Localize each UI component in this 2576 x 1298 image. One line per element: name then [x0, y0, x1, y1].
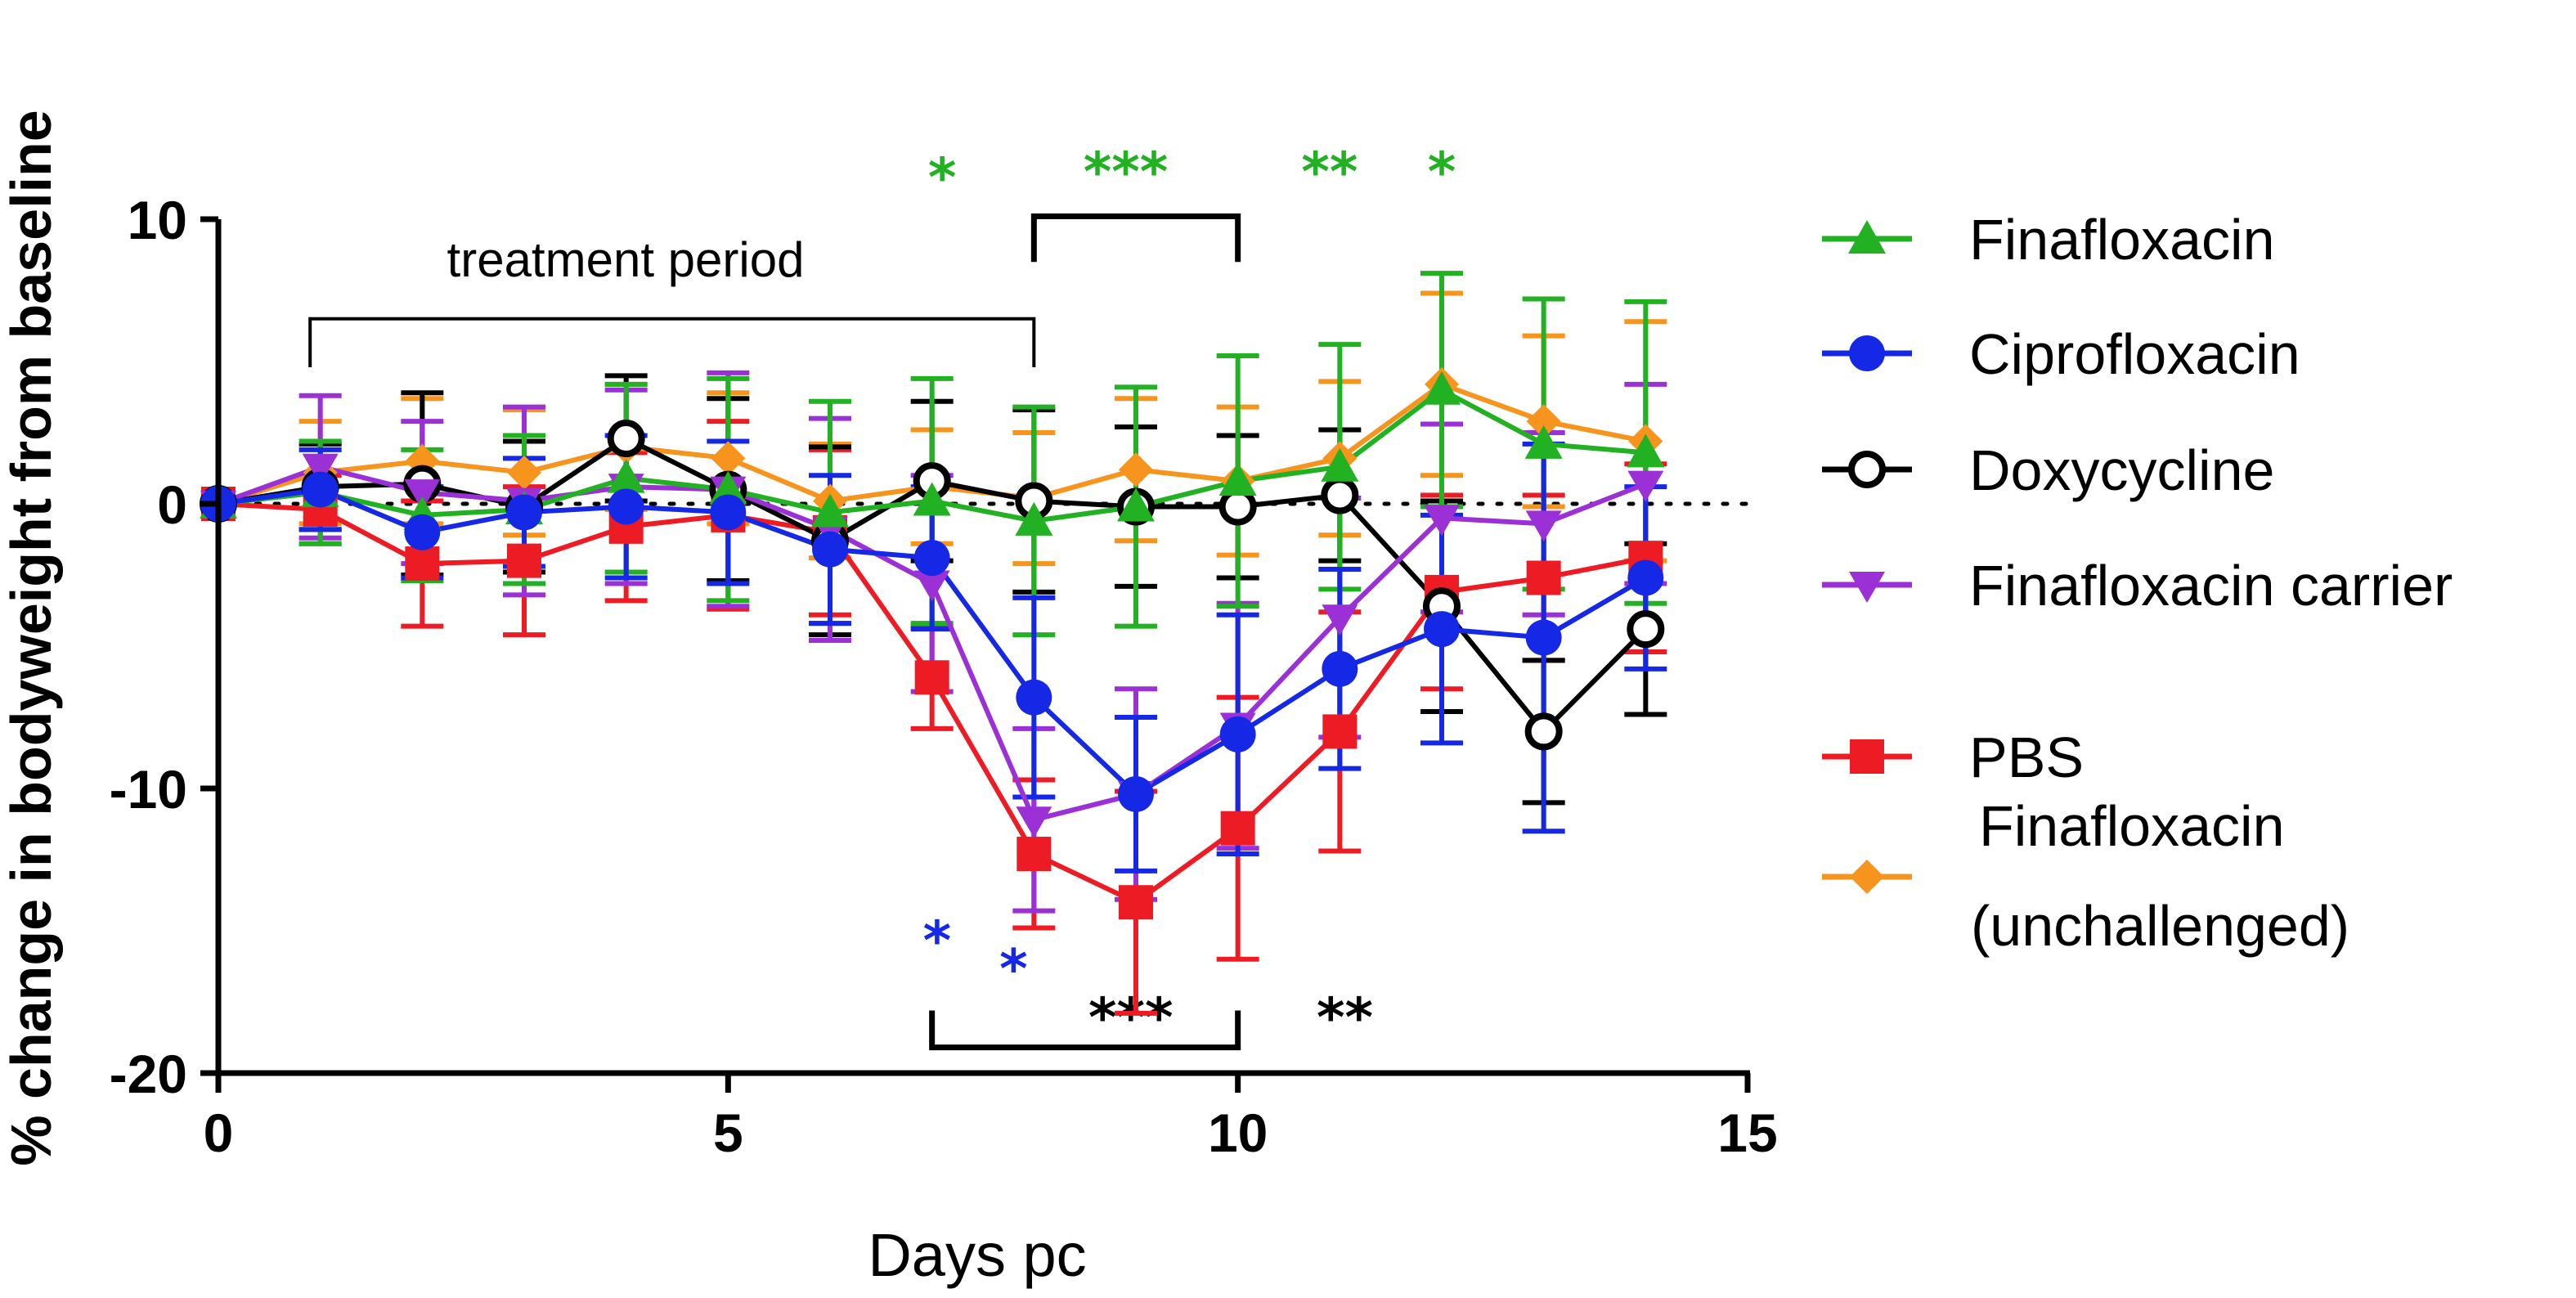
- data-point-finafloxacin: [811, 493, 849, 528]
- legend-label-finafloxacin-unchallenged-line2: (unchallenged): [1971, 894, 2349, 958]
- data-point-doxycycline: [1627, 610, 1665, 649]
- y-tick-label: -10: [110, 759, 187, 820]
- significance-marker: **: [1301, 141, 1358, 204]
- data-point-doxycycline: [607, 419, 645, 457]
- data-point-finafloxacin-carrier: [302, 453, 339, 485]
- legend-marker-finafloxacin-unchallenged: [1850, 860, 1884, 894]
- legend-label-ciprofloxacin: Ciprofloxacin: [1969, 322, 2300, 386]
- data-point-finafloxacin-unchallenged: [507, 455, 541, 490]
- data-point-finafloxacin-unchallenged: [1526, 404, 1561, 439]
- data-point-finafloxacin: [1627, 433, 1665, 468]
- treatment-period-bracket: [308, 317, 1036, 367]
- legend: Finafloxacin Ciprofloxacin Doxycycline Fina…: [1822, 208, 2453, 958]
- x-tick-label: 15: [1717, 1103, 1777, 1163]
- data-point-pbs: [914, 660, 949, 695]
- y-axis-label: % change in bodyweight from baseline: [0, 110, 63, 1166]
- data-point-finafloxacin-carrier: [1322, 604, 1358, 636]
- data-point-ciprofloxacin: [1118, 775, 1154, 812]
- data-point-finafloxacin-carrier: [404, 479, 441, 511]
- data-point-finafloxacin: [913, 482, 951, 516]
- significance-marker: ***: [1084, 141, 1169, 204]
- legend-label-pbs: PBS: [1969, 725, 2084, 789]
- y-tick-label: 0: [157, 474, 187, 535]
- x-tick-label: 0: [204, 1103, 234, 1163]
- legend-label-doxycycline: Doxycycline: [1969, 438, 2274, 502]
- data-point-finafloxacin-carrier: [1016, 806, 1052, 838]
- legend-label-finafloxacin-carrier: Finafloxacin carrier: [1969, 554, 2453, 618]
- data-point-pbs: [507, 543, 541, 578]
- significance-marker: *: [999, 938, 1028, 1001]
- legend-label-finafloxacin-unchallenged: Finafloxacin: [1979, 794, 2285, 858]
- legend-marker-finafloxacin-carrier: [1849, 572, 1885, 603]
- legend-marker-doxycycline: [1848, 451, 1886, 488]
- data-point-finafloxacin-carrier: [1525, 510, 1562, 542]
- data-point-pbs: [1016, 837, 1052, 872]
- data-point-ciprofloxacin: [1016, 679, 1052, 716]
- legend-marker-ciprofloxacin: [1849, 335, 1885, 371]
- axes-layer: 10 0 -10 -20 0 5 10 15: [110, 190, 1778, 1163]
- y-tick-label: -20: [110, 1044, 187, 1104]
- data-point-finafloxacin-unchallenged: [1119, 452, 1153, 487]
- data-point-pbs: [1322, 714, 1358, 749]
- data-point-finafloxacin-carrier: [1424, 505, 1460, 537]
- data-point-ciprofloxacin: [1525, 619, 1562, 656]
- data-point-finafloxacin-carrier: [913, 570, 950, 602]
- data-point-finafloxacin: [1218, 462, 1257, 496]
- data-point-doxycycline: [1218, 487, 1257, 526]
- data-point-finafloxacin: [1423, 371, 1461, 405]
- y-tick-label: 10: [128, 190, 187, 250]
- significance-marker: ***: [1088, 986, 1174, 1049]
- significance-marker: *: [923, 909, 952, 972]
- treatment-period-label: treatment period: [447, 232, 805, 287]
- significance-marker: **: [1317, 986, 1373, 1049]
- data-point-finafloxacin: [1524, 424, 1563, 459]
- data-point-ciprofloxacin: [710, 494, 747, 531]
- legend-marker-finafloxacin: [1848, 220, 1886, 254]
- x-tick-label: 5: [713, 1103, 743, 1163]
- data-point-pbs: [1220, 811, 1255, 846]
- annotation-layer: * *** ** ** **** **: [308, 141, 1456, 1051]
- data-point-finafloxacin: [607, 459, 645, 493]
- data-point-finafloxacin-carrier: [1627, 470, 1664, 502]
- significance-marker: *: [1428, 141, 1456, 204]
- data-point-pbs: [1526, 560, 1561, 595]
- data-point-ciprofloxacin: [1424, 611, 1460, 648]
- data-point-finafloxacin: [1321, 447, 1359, 482]
- data-point-pbs: [1119, 885, 1153, 920]
- x-axis-label: Days pc: [868, 1221, 1086, 1289]
- data-point-ciprofloxacin: [404, 514, 441, 550]
- data-point-doxycycline: [1321, 476, 1359, 514]
- data-point-finafloxacin: [1117, 487, 1155, 522]
- data-point-finafloxacin-unchallenged: [711, 441, 746, 476]
- data-point-ciprofloxacin: [302, 471, 339, 508]
- data-point-ciprofloxacin: [1322, 650, 1358, 687]
- data-point-ciprofloxacin: [506, 494, 542, 531]
- x-tick-label: 10: [1208, 1103, 1268, 1163]
- legend-marker-pbs: [1850, 739, 1884, 774]
- data-point-doxycycline: [1524, 712, 1563, 751]
- data-point-ciprofloxacin: [1219, 716, 1256, 752]
- top-significance-bracket: [1030, 213, 1241, 263]
- data-point-ciprofloxacin: [1627, 559, 1664, 596]
- legend-label-finafloxacin: Finafloxacin: [1969, 208, 2275, 272]
- data-point-ciprofloxacin: [913, 540, 950, 577]
- data-point-ciprofloxacin: [608, 488, 644, 525]
- data-point-ciprofloxacin: [812, 531, 848, 568]
- data-point-finafloxacin: [1015, 501, 1053, 536]
- bottom-significance-bracket: [929, 1010, 1241, 1051]
- data-point-finafloxacin: [709, 470, 747, 505]
- significance-marker: *: [928, 146, 957, 209]
- data-point-pbs: [405, 546, 440, 582]
